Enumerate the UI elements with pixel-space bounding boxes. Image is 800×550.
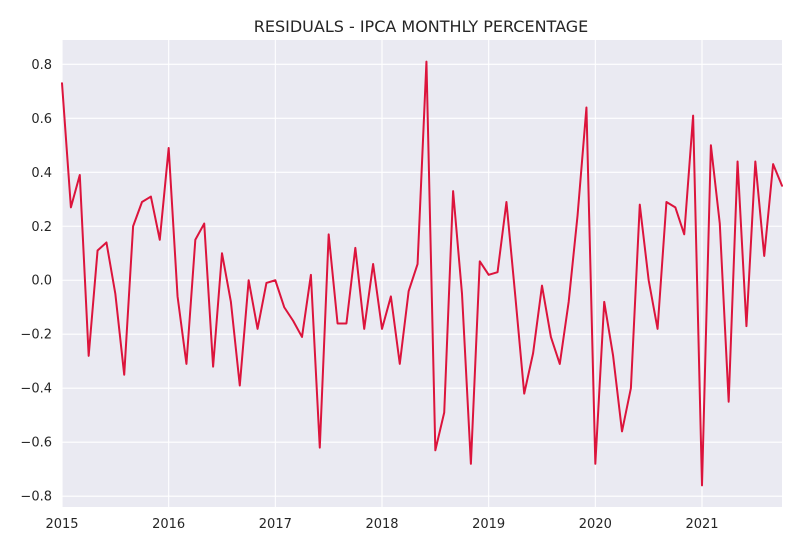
y-axis-ticks: 0.8 0.6 0.4 0.2 0.0 −0.2 −0.4 −0.6 −0.8 xyxy=(20,58,52,505)
x-tick-label: 2019 xyxy=(472,517,505,532)
residuals-series-line xyxy=(61,60,783,487)
y-tick-label: 0.2 xyxy=(31,220,52,235)
x-tick-label: 2015 xyxy=(45,517,78,532)
x-tick-label: 2021 xyxy=(685,517,718,532)
x-tick-label: 2017 xyxy=(259,517,292,532)
x-axis-ticks: 2015 2016 2017 2018 2019 2020 2021 xyxy=(45,517,718,532)
y-tick-label: 0.6 xyxy=(31,112,52,127)
y-tick-label: −0.8 xyxy=(20,490,52,505)
y-tick-label: 0.8 xyxy=(31,58,52,73)
x-tick-label: 2018 xyxy=(365,517,398,532)
y-gridlines xyxy=(62,63,782,497)
x-tick-label: 2020 xyxy=(579,517,612,532)
y-tick-label: −0.2 xyxy=(20,328,52,343)
y-tick-label: 0.0 xyxy=(31,274,52,289)
chart-title: RESIDUALS - IPCA MONTHLY PERCENTAGE xyxy=(254,17,589,36)
y-tick-label: −0.6 xyxy=(20,436,52,451)
x-tick-label: 2016 xyxy=(152,517,185,532)
plot-area xyxy=(62,40,782,507)
y-tick-label: 0.4 xyxy=(31,166,52,181)
y-tick-label: −0.4 xyxy=(20,382,52,397)
